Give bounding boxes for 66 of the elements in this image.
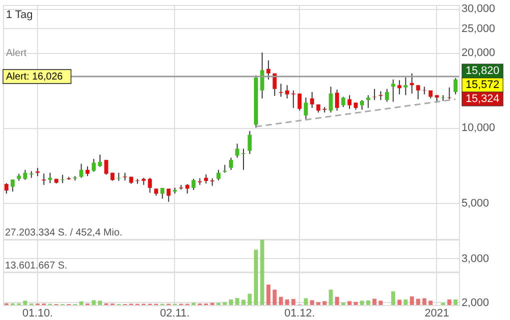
candlestick (10, 179, 15, 192)
candlestick (397, 80, 402, 95)
text: 15,572 (466, 79, 500, 91)
candlestick (348, 94, 352, 110)
candlestick (23, 169, 28, 180)
candlestick (216, 169, 221, 181)
candlestick (335, 89, 340, 112)
candlestick (166, 188, 171, 202)
candlestick (229, 157, 233, 170)
candlestick (60, 174, 65, 184)
candlestick (248, 130, 252, 154)
candlestick (404, 76, 408, 96)
candlestick (416, 84, 420, 100)
ref-line-label: 13.601.667 S. (5, 260, 68, 272)
candlestick (148, 177, 152, 194)
y-tick-label: 3,000 (462, 252, 490, 265)
candlestick (304, 97, 308, 121)
candlestick (441, 94, 446, 102)
ref-line-label: 27.203.334 S. / 452,4 Mio. (5, 228, 122, 239)
text: 15,820 (466, 65, 500, 77)
candlestick (291, 90, 296, 108)
candlestick (310, 91, 314, 108)
candlestick (86, 166, 90, 177)
candlestick (260, 52, 264, 99)
ref-line-label: Alert: 16,026 (6, 72, 64, 83)
candlestick (378, 90, 383, 101)
candlestick (454, 78, 458, 95)
candlestick (328, 86, 333, 114)
candlestick (204, 174, 208, 184)
annotation: Alert (6, 48, 27, 59)
x-tick-label: 2021 (424, 308, 450, 320)
candlestick (135, 178, 140, 184)
candlestick (278, 83, 283, 98)
candlestick (391, 78, 396, 102)
chart-subtitle: 1 Tag (6, 9, 33, 21)
x-tick-label: 01.10. (22, 308, 53, 320)
candlestick (341, 96, 346, 108)
y-tick-label: 5,000 (462, 197, 490, 210)
candlestick (42, 173, 46, 186)
candlestick (410, 72, 414, 94)
candlestick (235, 143, 240, 158)
candlestick (360, 100, 364, 110)
candlestick (366, 94, 370, 108)
x-tick-label: 01.12. (284, 308, 315, 320)
candlestick (285, 84, 290, 99)
candlestick (48, 172, 52, 184)
y-tick-label: 30,000 (462, 3, 496, 16)
candlestick (79, 163, 84, 178)
candlestick (185, 184, 190, 194)
candlestick (384, 88, 389, 102)
y-tick-label: 10,000 (462, 122, 496, 134)
text: 15,324 (466, 93, 500, 105)
candlestick (192, 178, 196, 191)
candlestick (104, 159, 108, 176)
candlestick (447, 86, 452, 100)
candlestick (92, 158, 96, 172)
candlestick (98, 154, 102, 168)
candlestick (4, 182, 8, 194)
candlestick (298, 93, 302, 112)
y-tick-label: 25,000 (462, 22, 496, 35)
candlestick (266, 60, 270, 80)
candlestick (422, 86, 426, 95)
x-tick-label: 02.11. (160, 308, 190, 320)
y-tick-label: 2,000 (462, 296, 490, 309)
candlestick (116, 172, 121, 182)
y-tick-label: 20,000 (462, 47, 496, 60)
